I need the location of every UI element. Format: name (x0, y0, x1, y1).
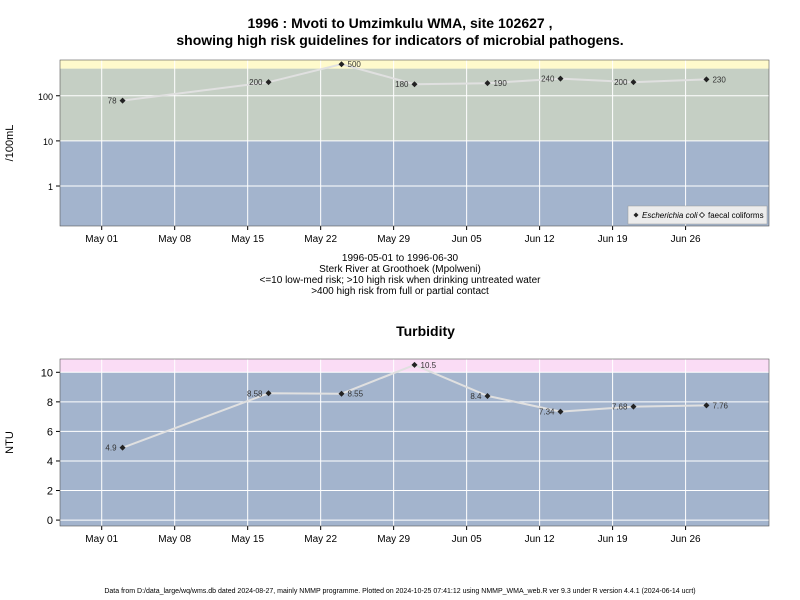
data-label: 180 (395, 80, 409, 89)
data-label: 4.9 (105, 444, 117, 453)
data-point (119, 97, 126, 104)
risk-guideline-drinking: <=10 low-med risk; >10 high risk when dr… (259, 275, 541, 286)
data-label: 500 (348, 60, 362, 69)
data-label: 7.68 (612, 403, 628, 412)
footer-note: Data from D:/data_large/wq/wms.db dated … (104, 588, 696, 595)
site-name-label: Sterk River at Groothoek (Mpolweni) (319, 264, 481, 275)
x-tick-label: May 15 (231, 534, 264, 545)
x-tick-label: May 08 (158, 534, 191, 545)
legend-marker-filled-diamond (633, 212, 639, 218)
chart-title-line-1: 1996 : Mvoti to Umzimkulu WMA, site 1026… (247, 15, 553, 31)
y-tick-label: 2 (47, 486, 53, 498)
x-tick-label: May 01 (85, 234, 118, 245)
data-label: 230 (712, 75, 726, 84)
chart-panel-1: May 01 May 08 May 15 May 22 May 29 Jun 05 Jun … (4, 59, 770, 245)
risk-guideline-contact: >400 high risk from full or partial cont… (311, 286, 489, 297)
series-line (122, 363, 707, 449)
data-point (484, 392, 491, 399)
data-point (484, 80, 491, 87)
data-point (265, 79, 272, 86)
data-label: 7.34 (539, 408, 555, 417)
x-tick-label: May 22 (304, 534, 337, 545)
data-label: 8.55 (348, 390, 364, 399)
data-label: 7.76 (712, 401, 728, 410)
data-point (557, 408, 564, 415)
y-axis-label: /100mL (4, 125, 16, 162)
data-point (411, 361, 418, 368)
plot-frame (59, 59, 770, 227)
x-tick-label: Jun 12 (525, 234, 555, 245)
y-tick-label: 10 (41, 367, 53, 379)
data-point (630, 79, 637, 86)
data-label: 10.5 (421, 361, 437, 370)
risk-band-3 (60, 60, 769, 69)
y-tick-label: 10 (43, 137, 53, 147)
x-tick-label: Jun 19 (598, 534, 628, 545)
x-tick-label: May 08 (158, 234, 191, 245)
data-label: 8.58 (247, 389, 263, 398)
legend-marker-open-diamond (698, 211, 706, 219)
legend-box (627, 205, 768, 225)
legend-label-faecal-coliforms: faecal coliforms (708, 211, 764, 220)
risk-band-2 (60, 68, 769, 141)
chart-title-line-2: showing high risk guidelines for indicat… (176, 32, 624, 48)
x-tick-label: Jun 05 (452, 234, 482, 245)
y-tick-label: 8 (47, 397, 53, 409)
y-tick-label: 100 (38, 92, 53, 102)
x-tick-label: Jun 05 (452, 534, 482, 545)
series-line (122, 63, 707, 102)
data-point (703, 402, 710, 409)
chart-panel-2: May 01 May 08 May 15 May 22 May 29 Jun 05 Jun … (4, 323, 770, 545)
data-point (630, 403, 637, 410)
data-label: 200 (249, 78, 263, 87)
data-label: 240 (541, 75, 555, 84)
x-tick-label: May 15 (231, 234, 264, 245)
legend-label-e-coli: Escherichia coli (642, 211, 698, 220)
y-tick-label: 0 (47, 515, 53, 527)
x-tick-label: Jun 19 (598, 234, 628, 245)
plot-frame (59, 358, 770, 527)
y-tick-label: 4 (47, 456, 53, 468)
y-axis-label: NTU (4, 431, 16, 454)
x-tick-label: May 01 (85, 534, 118, 545)
x-tick-label: May 22 (304, 234, 337, 245)
risk-band-1 (60, 372, 769, 526)
data-label: 78 (108, 97, 117, 106)
data-point (411, 81, 418, 88)
data-point (265, 390, 272, 397)
y-tick-label: 1 (48, 182, 53, 192)
data-point (338, 390, 345, 397)
x-tick-label: Jun 12 (525, 534, 555, 545)
date-range-label: 1996-05-01 to 1996-06-30 (341, 253, 459, 264)
data-point (119, 444, 126, 451)
data-point (703, 76, 710, 83)
data-label: 200 (614, 78, 628, 87)
legend: Escherichia coli faecal coliforms (627, 205, 768, 225)
data-point (557, 75, 564, 82)
data-label: 190 (493, 79, 507, 88)
x-tick-label: Jun 26 (671, 534, 701, 545)
data-point (338, 61, 345, 68)
y-tick-label: 6 (47, 426, 53, 438)
x-tick-label: Jun 26 (671, 234, 701, 245)
x-tick-label: May 29 (377, 534, 410, 545)
x-tick-label: May 29 (377, 234, 410, 245)
data-label: 8.4 (470, 392, 482, 401)
panel-title: Turbidity (396, 323, 455, 339)
